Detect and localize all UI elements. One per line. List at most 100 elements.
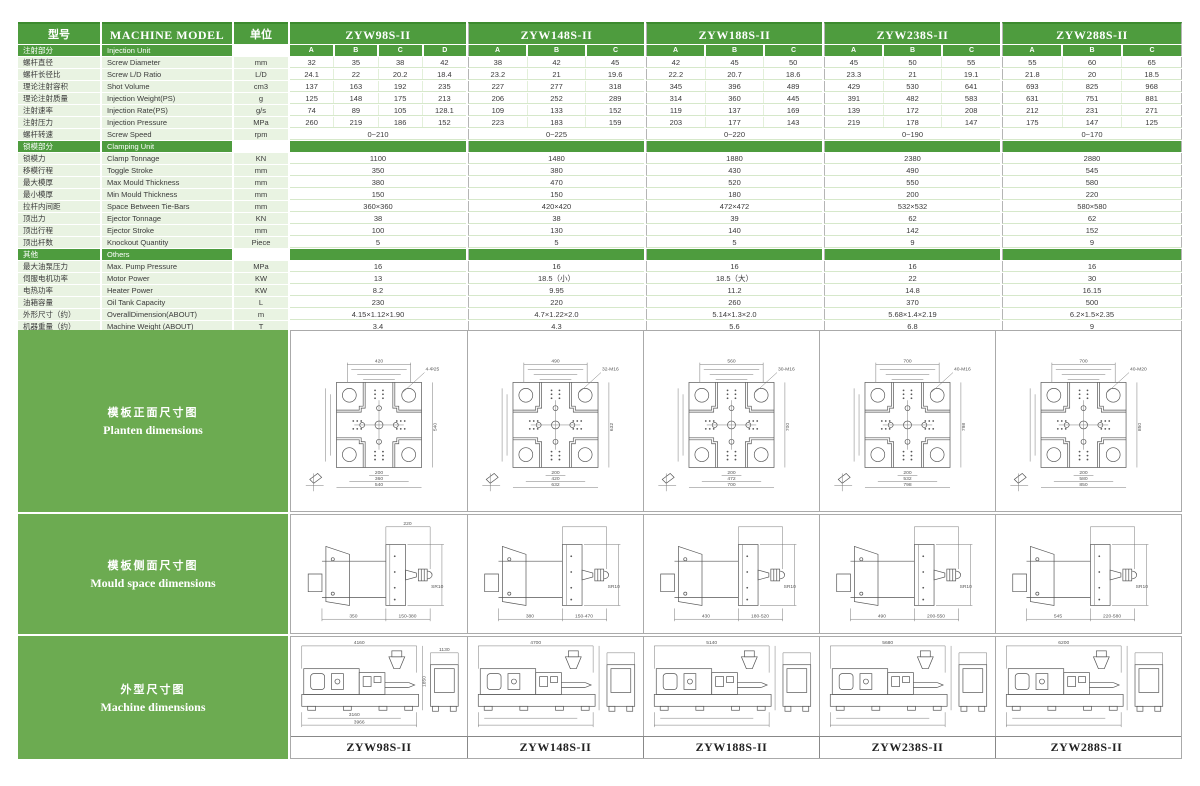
data-cell-group: 5: [468, 237, 644, 248]
row-label-zh: 油箱容量: [18, 297, 100, 308]
data-value: 45: [704, 57, 764, 67]
data-value: 271: [1121, 105, 1181, 115]
footer-model-zyw188s: ZYW188S-II: [643, 737, 819, 758]
data-cell-group: 1880: [646, 153, 822, 164]
machine-drawing-zyw98s: 4160 1130 3160 3966 1850: [291, 637, 467, 736]
table-row: 理论注射质量 Injection Weight(PS) g 125 148 175 213 2…: [18, 93, 1182, 104]
data-value: 4.15×1.12×1.90: [351, 310, 405, 319]
svg-text:700: 700: [727, 482, 735, 488]
data-value: 235: [421, 81, 466, 91]
row-label-en: Injection Pressure: [102, 117, 232, 128]
data-cell-group: 219 178 147: [824, 117, 1000, 128]
svg-text:632: 632: [609, 423, 615, 431]
data-cell-group: 74 89 105 128.1: [290, 105, 466, 116]
data-cell-group: 631 751 881: [1002, 93, 1182, 104]
row-label-en: Injection Weight(PS): [102, 93, 232, 104]
row-label-en: Oil Tank Capacity: [102, 297, 232, 308]
data-value: 152: [421, 117, 466, 127]
platen-drawing-zyw288s: 700 40-M20 200 580 850 850: [995, 331, 1177, 511]
row-label-en: Ejector Stroke: [102, 225, 232, 236]
data-cell-group: 0~210: [290, 129, 466, 140]
data-value: 30: [1087, 274, 1097, 283]
data-cell-group: 227 277 318: [468, 81, 644, 92]
svg-text:SR10: SR10: [960, 584, 973, 590]
machine-band: 外型尺寸图 Machine dimensions 4160 1130 3160 …: [18, 636, 1182, 759]
data-cell-group: 314 360 445: [646, 93, 822, 104]
data-value: 20.7: [704, 69, 764, 79]
row-unit: mm: [234, 189, 288, 200]
svg-text:30-M16: 30-M16: [778, 367, 795, 373]
data-value: 530: [882, 81, 942, 91]
data-value: 8.2: [372, 286, 384, 295]
data-cell-group: 9: [1002, 237, 1182, 248]
col-letter: C: [943, 45, 1000, 56]
svg-text:SR10: SR10: [608, 584, 621, 590]
row-unit: T: [234, 321, 288, 332]
data-value: 1480: [548, 154, 565, 163]
data-cell-group: 520: [646, 177, 822, 188]
data-cell-group: 260: [646, 297, 822, 308]
data-value: 18.4: [421, 69, 466, 79]
data-cell-group: 16: [290, 261, 466, 272]
footer-model-zyw98s: ZYW98S-II: [346, 740, 412, 754]
svg-text:SR10: SR10: [784, 584, 797, 590]
data-value: 16: [552, 262, 561, 271]
row-label-zh: 注射压力: [18, 117, 100, 128]
section-group: [1002, 141, 1182, 152]
data-value: 289: [585, 93, 644, 103]
svg-text:420: 420: [375, 359, 383, 365]
row-label-en: OverallDimension(ABOUT): [102, 309, 232, 320]
data-value: 55: [1028, 58, 1037, 67]
row-unit: Piece: [234, 237, 288, 248]
data-value: 580: [1085, 178, 1099, 187]
data-value: 38: [493, 58, 502, 67]
data-value: 74: [307, 106, 316, 115]
data-value: 1880: [726, 154, 743, 163]
data-cell-group: 22: [824, 273, 1000, 284]
col-letter: A: [469, 45, 526, 56]
table-row: 最大模厚 Max Mould Thickness mm 380 470 520 550 580: [18, 177, 1182, 188]
data-value: 4.3: [551, 322, 562, 331]
data-cell-group: 137 163 192 235: [290, 81, 466, 92]
data-value: 38: [373, 214, 383, 223]
row-label-zh: 最大油泵压力: [18, 261, 100, 272]
table-row: 油箱容量 Oil Tank Capacity L 230 220 260 370 500: [18, 297, 1182, 308]
data-value: 318: [585, 81, 644, 91]
data-value: 470: [550, 178, 563, 187]
row-unit: mm: [234, 225, 288, 236]
svg-text:200: 200: [551, 470, 559, 476]
data-value: 2380: [904, 154, 921, 163]
machine-drawings: 4160 1130 3160 3966 1850 4700: [290, 636, 1182, 759]
data-value: 150: [550, 190, 563, 199]
data-cell-group: 18.5（小）: [468, 273, 644, 284]
data-cell-group: 0~170: [1002, 129, 1182, 140]
data-value: 18.6: [763, 69, 822, 79]
col-letter: B: [334, 45, 377, 56]
data-value: 22: [333, 69, 377, 79]
data-cell-group: 32 35 38 42: [290, 57, 466, 68]
data-cell-group: 16: [824, 261, 1000, 272]
data-value: 192: [377, 81, 422, 91]
data-value: 19.1: [941, 69, 1000, 79]
section-group: [646, 249, 822, 260]
data-cell-group: 14.8: [824, 285, 1000, 296]
table-row: 电热功率 Heater Power KW 8.2 9.95 11.2 14.8 16.15: [18, 285, 1182, 296]
row-label-zh: 最大模厚: [18, 177, 100, 188]
data-cell-group: 5: [290, 237, 466, 248]
section-unit-spacer: [234, 45, 288, 56]
row-label-zh: 电热功率: [18, 285, 100, 296]
data-value: 580×580: [1077, 202, 1107, 211]
data-value: 100: [371, 226, 385, 235]
data-value: 223: [491, 118, 505, 127]
table-row: 外形尺寸（约） OverallDimension(ABOUT) m 4.15×1.12…: [18, 309, 1182, 320]
data-value: 152: [1085, 226, 1099, 235]
data-cell-group: 220: [468, 297, 644, 308]
platen-drawing-zyw98s: 420 4-Φ25 200 360 540 540: [291, 331, 467, 511]
data-cell-group: 0~190: [824, 129, 1000, 140]
section-label-zh: 锁模部分: [18, 141, 100, 152]
data-cell-group: 532×532: [824, 201, 1000, 212]
data-value: 489: [763, 81, 822, 91]
